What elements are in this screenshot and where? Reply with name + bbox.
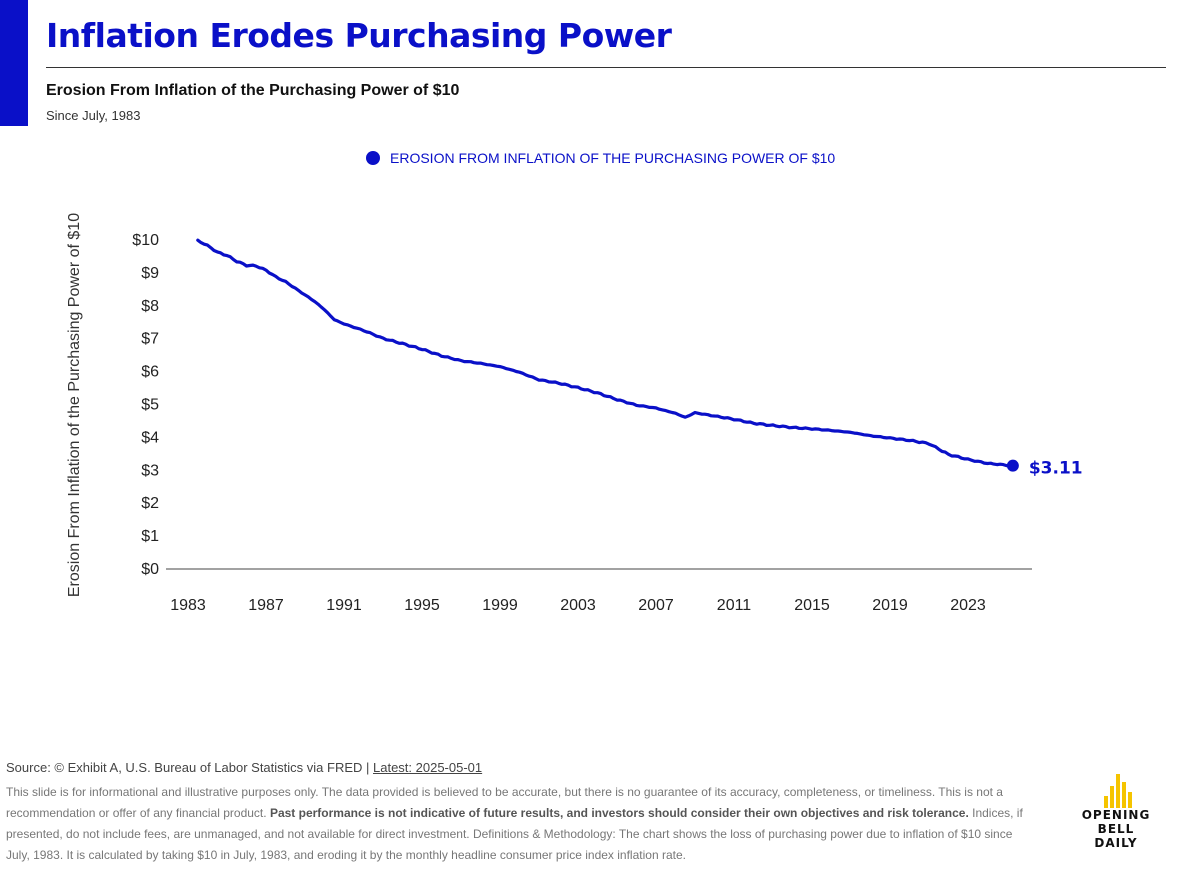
y-axis: $0 $1 $2 $3 $4 $5 $6 $7 $8 $9 $10 [132, 232, 159, 578]
y-tick-label: $9 [141, 265, 159, 282]
x-axis: 1983 1987 1991 1995 1999 2003 2007 2011 2015 2019… [170, 597, 986, 614]
y-tick-label: $8 [141, 298, 159, 315]
x-tick-label: 2015 [794, 597, 830, 614]
logo-line-2: DAILY [1094, 836, 1138, 850]
latest-date-link[interactable]: Latest: 2025-05-01 [373, 760, 483, 775]
y-tick-label: $2 [141, 495, 159, 512]
x-tick-label: 1983 [170, 597, 206, 614]
y-axis-title: Erosion From Inflation of the Purchasing… [66, 212, 83, 598]
logo-line-1: OPENING BELL [1081, 808, 1151, 836]
y-tick-label: $5 [141, 397, 159, 414]
x-tick-label: 2011 [717, 597, 752, 614]
disclaimer-bold: Past performance is not indicative of fu… [269, 806, 969, 820]
series-layer: $3.11 [196, 238, 1083, 479]
source-note: Source: © Exhibit A, U.S. Bureau of Labo… [6, 760, 482, 775]
source-text: Source: © Exhibit A, U.S. Bureau of Labo… [6, 760, 373, 775]
series-line [196, 238, 1015, 468]
legend-marker [366, 151, 380, 165]
y-tick-label: $10 [132, 232, 159, 249]
logo-wordmark: OPENING BELL DAILY [1066, 808, 1166, 850]
y-tick-label: $0 [141, 561, 159, 578]
y-tick-label: $1 [141, 528, 159, 545]
opening-bell-daily-logo: OPENING BELL DAILY [1066, 772, 1166, 850]
x-tick-label: 2007 [638, 597, 674, 614]
y-tick-label: $3 [141, 462, 159, 479]
disclaimer: This slide is for informational and illu… [6, 782, 1036, 866]
page-title: Inflation Erodes Purchasing Power [46, 16, 672, 55]
x-tick-label: 1999 [482, 597, 518, 614]
x-tick-label: 1991 [326, 597, 362, 614]
x-tick-label: 1995 [404, 597, 440, 614]
x-tick-label: 2023 [950, 597, 986, 614]
line-chart: $0 $1 $2 $3 $4 $5 $6 $7 $8 $9 $10 1983 1987 1991 1995… [132, 232, 1083, 614]
title-divider [46, 67, 1166, 68]
bell-bars-icon [1104, 774, 1132, 808]
end-value-label: $3.11 [1029, 459, 1083, 479]
y-tick-label: $6 [141, 364, 159, 381]
chart-subtitle: Erosion From Inflation of the Purchasing… [46, 82, 460, 99]
chart-legend: EROSION FROM INFLATION OF THE PURCHASING… [366, 150, 835, 166]
x-tick-label: 2019 [872, 597, 908, 614]
chart-date-range: Since July, 1983 [46, 108, 141, 123]
x-tick-label: 1987 [248, 597, 284, 614]
disclaimer-part-1: This slide is for informational and illu… [6, 785, 1003, 820]
legend-label: EROSION FROM INFLATION OF THE PURCHASING… [390, 150, 836, 166]
series-end-point [1006, 459, 1019, 472]
x-tick-label: 2003 [560, 597, 596, 614]
y-tick-label: $7 [141, 331, 159, 348]
y-tick-label: $4 [141, 429, 159, 446]
accent-bar [0, 0, 28, 126]
disclaimer-part-2: Indices, if presented, do not include fe… [6, 806, 1023, 862]
